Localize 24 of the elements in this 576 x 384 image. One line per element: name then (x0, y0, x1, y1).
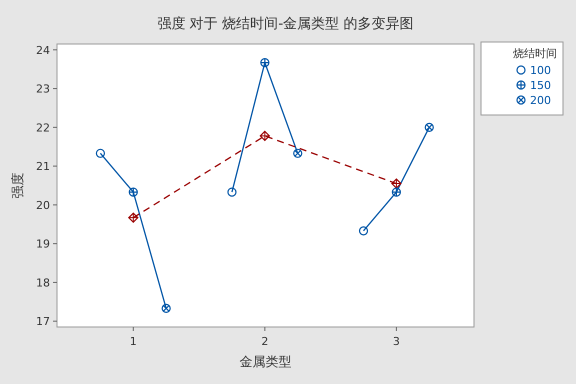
y-tick-label: 23 (36, 82, 50, 96)
y-tick-label: 18 (36, 276, 50, 290)
y-tick-label: 24 (36, 44, 50, 57)
x-tick-label: 1 (130, 335, 137, 348)
point (260, 130, 270, 141)
point (227, 187, 237, 197)
x-tick-label: 2 (261, 335, 268, 348)
legend-label: 200 (530, 94, 551, 107)
y-tick-label: 21 (36, 160, 50, 174)
legend-label: 100 (530, 64, 551, 77)
point (128, 212, 138, 223)
y-tick-label: 17 (36, 315, 50, 328)
x-axis-title: 金属类型 (240, 355, 292, 370)
y-tick-label: 20 (36, 198, 50, 212)
point (96, 148, 106, 158)
y-tick-label: 19 (36, 238, 50, 251)
chart-title: 强度 对于 烧结时间-金属类型 的多变异图 (157, 16, 414, 32)
y-tick-label: 22 (36, 121, 50, 134)
legend-label: 150 (530, 79, 551, 92)
point (391, 178, 402, 189)
legend-title: 烧结时间 (513, 47, 557, 60)
point (358, 226, 368, 236)
x-tick-label: 3 (392, 335, 400, 348)
y-axis-title: 强度 (10, 172, 26, 198)
